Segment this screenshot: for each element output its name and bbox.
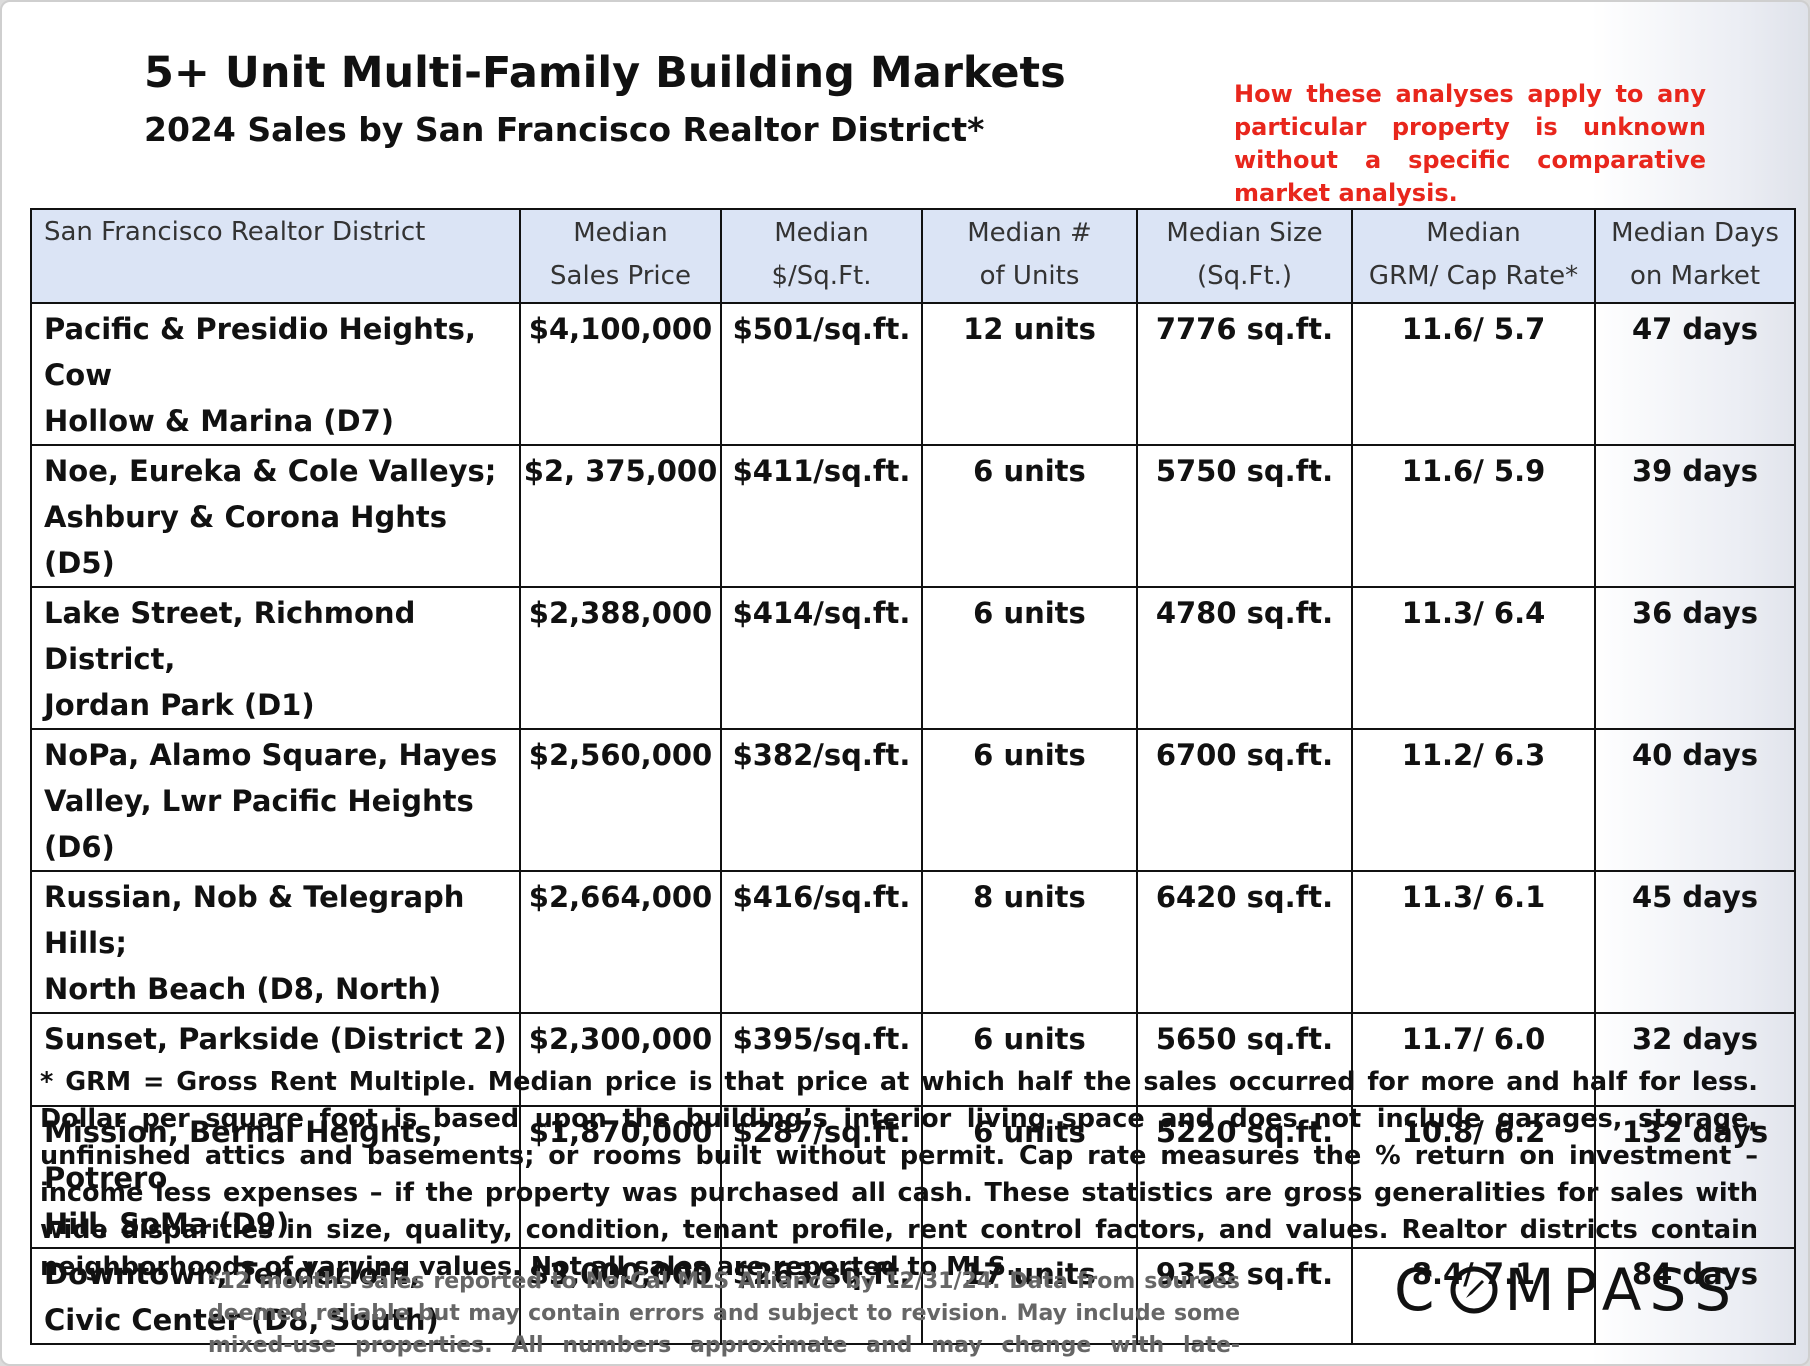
sales-price-cell: $2,560,000 <box>519 728 722 872</box>
days-on-market-cell: 45 days <box>1594 870 1796 1014</box>
grm-cap-cell: 10.8/ 6.2 <box>1351 1105 1596 1249</box>
header-district: San Francisco Realtor District <box>30 208 521 304</box>
header-median-price-per-sqft: Median $/Sq.Ft. <box>720 208 923 304</box>
logo-text-right: MPASS <box>1504 1256 1740 1324</box>
table-row: NoPa, Alamo Square, Hayes Valley, Lwr Pac… <box>30 728 1796 872</box>
sales-price-cell: $2, 375,000 <box>519 444 722 588</box>
district-cell: Pacific & Presidio Heights, Cow Hollow & … <box>30 302 521 446</box>
district-cell: Russian, Nob & Telegraph Hills; North Bea… <box>30 870 521 1014</box>
price-per-sqft-cell: $287/sq.ft. <box>720 1105 923 1249</box>
table-row: Lake Street, Richmond District, Jordan Pa… <box>30 586 1796 730</box>
size-cell: 6420 sq.ft. <box>1136 870 1353 1014</box>
grm-cap-cell: 11.6/ 5.9 <box>1351 444 1596 588</box>
table-header-row: San Francisco Realtor District Median Sal… <box>30 208 1796 304</box>
table-body: Pacific & Presidio Heights, Cow Hollow & … <box>30 302 1796 1345</box>
sales-price-cell: $2,300,000 <box>519 1012 722 1107</box>
price-per-sqft-cell: $501/sq.ft. <box>720 302 923 446</box>
units-cell: 6 units <box>921 444 1138 588</box>
size-cell: 7776 sq.ft. <box>1136 302 1353 446</box>
sales-price-cell: $3,000,000 <box>519 1247 722 1345</box>
size-cell: 9358 sq.ft. <box>1136 1247 1353 1345</box>
size-cell: 5220 sq.ft. <box>1136 1105 1353 1249</box>
header-median-sales-price: Median Sales Price <box>519 208 722 304</box>
table-row: Noe, Eureka & Cole Valleys; Ashbury & Cor… <box>30 444 1796 588</box>
days-on-market-cell: 40 days <box>1594 728 1796 872</box>
district-cell: Sunset, Parkside (District 2) <box>30 1012 521 1107</box>
days-on-market-cell: 39 days <box>1594 444 1796 588</box>
table-row: Russian, Nob & Telegraph Hills; North Bea… <box>30 870 1796 1014</box>
units-cell: 6 units <box>921 1105 1138 1249</box>
compass-logo: C MPASS <box>1394 1256 1739 1324</box>
grm-cap-cell: 11.6/ 5.7 <box>1351 302 1596 446</box>
days-on-market-cell: 132 days <box>1594 1105 1796 1249</box>
sales-price-cell: $2,664,000 <box>519 870 722 1014</box>
source-note: *12 months sales reported to NorCal MLS … <box>208 1269 1240 1358</box>
size-cell: 6700 sq.ft. <box>1136 728 1353 872</box>
district-cell: Downtown, Tenderloin, Civic Center (D8, S… <box>30 1247 521 1345</box>
units-cell: 12 units <box>921 302 1138 446</box>
grm-cap-cell: 11.3/ 6.1 <box>1351 870 1596 1014</box>
price-per-sqft-cell: $382/sq.ft. <box>720 728 923 872</box>
district-cell: Noe, Eureka & Cole Valleys; Ashbury & Cor… <box>30 444 521 588</box>
table-row: Sunset, Parkside (District 2) $2,300,000 $… <box>30 1012 1796 1107</box>
table-row: Downtown, Tenderloin, Civic Center (D8, S… <box>30 1247 1796 1345</box>
price-per-sqft-cell: $414/sq.ft. <box>720 586 923 730</box>
sales-price-cell: $1,870,000 <box>519 1105 722 1249</box>
days-on-market-cell: 47 days <box>1594 302 1796 446</box>
sales-price-cell: $4,100,000 <box>519 302 722 446</box>
days-on-market-cell: 84 days <box>1594 1247 1796 1345</box>
grm-cap-cell: 11.2/ 6.3 <box>1351 728 1596 872</box>
grm-cap-cell: 11.7/ 6.0 <box>1351 1012 1596 1107</box>
district-cell: NoPa, Alamo Square, Hayes Valley, Lwr Pac… <box>30 728 521 872</box>
grm-cap-cell: 11.3/ 6.4 <box>1351 586 1596 730</box>
units-cell: 6 units <box>921 586 1138 730</box>
table-row: Mission, Bernal Heights, Potrero Hill, So… <box>30 1105 1796 1249</box>
units-cell: 8 units <box>921 870 1138 1014</box>
table-row: Pacific & Presidio Heights, Cow Hollow & … <box>30 302 1796 446</box>
units-cell: 6 units <box>921 728 1138 872</box>
units-cell: 17 units <box>921 1247 1138 1345</box>
grm-cap-cell: 8.4/ 7.1 <box>1351 1247 1596 1345</box>
district-sales-table: San Francisco Realtor District Median Sal… <box>30 208 1796 1345</box>
units-cell: 6 units <box>921 1012 1138 1107</box>
analysis-disclaimer: How these analyses apply to any particul… <box>1234 80 1706 207</box>
days-on-market-cell: 32 days <box>1594 1012 1796 1107</box>
header-median-days-on-market: Median Days on Market <box>1594 208 1796 304</box>
sales-price-cell: $2,388,000 <box>519 586 722 730</box>
price-per-sqft-cell: $395/sq.ft. <box>720 1012 923 1107</box>
header-median-size: Median Size (Sq.Ft.) <box>1136 208 1353 304</box>
page-title: 5+ Unit Multi-Family Building Markets <box>144 48 1066 98</box>
price-per-sqft-cell: $416/sq.ft. <box>720 870 923 1014</box>
header-median-units: Median # of Units <box>921 208 1138 304</box>
size-cell: 4780 sq.ft. <box>1136 586 1353 730</box>
district-cell: Lake Street, Richmond District, Jordan Pa… <box>30 586 521 730</box>
header-median-grm-cap-rate: Median GRM/ Cap Rate* <box>1351 208 1596 304</box>
grm-footnote: * GRM = Gross Rent Multiple. Median pric… <box>40 1067 1758 1282</box>
district-cell: Mission, Bernal Heights, Potrero Hill, So… <box>30 1105 521 1249</box>
price-per-sqft-cell: $263/sq.ft. <box>720 1247 923 1345</box>
logo-text-left: C <box>1394 1256 1443 1324</box>
compass-logo-icon <box>1450 1266 1497 1314</box>
size-cell: 5650 sq.ft. <box>1136 1012 1353 1107</box>
days-on-market-cell: 36 days <box>1594 586 1796 730</box>
page-subtitle: 2024 Sales by San Francisco Realtor Dist… <box>144 110 985 149</box>
size-cell: 5750 sq.ft. <box>1136 444 1353 588</box>
price-per-sqft-cell: $411/sq.ft. <box>720 444 923 588</box>
